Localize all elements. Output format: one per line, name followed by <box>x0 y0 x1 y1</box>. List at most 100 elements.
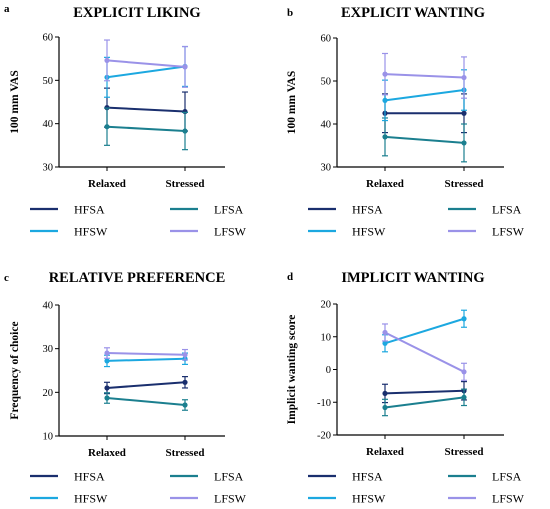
series-line <box>106 397 186 406</box>
y-tick-label: 50 <box>321 77 332 88</box>
data-point <box>382 97 388 103</box>
legend-label: LFSW <box>214 492 247 506</box>
y-tick-label: 10 <box>321 332 332 343</box>
data-point <box>382 390 388 397</box>
legend-label: LFSA <box>214 203 244 217</box>
data-point <box>382 134 388 140</box>
chart-panel-a: a EXPLICIT LIKING 100 mm VAS 30 40 50 60 Relaxe… <box>4 3 247 239</box>
legend-label: LFSA <box>214 470 244 484</box>
chart-title: EXPLICIT WANTING <box>341 5 485 21</box>
y-tick-label: -20 <box>317 431 331 442</box>
series-lfsw <box>382 323 467 381</box>
data-point <box>461 316 467 322</box>
series-line <box>106 125 186 133</box>
chart-title: EXPLICIT LIKING <box>73 5 200 21</box>
y-tick-label: 30 <box>321 163 332 174</box>
chart-title: IMPLICIT WANTING <box>341 270 484 286</box>
legend-label: LFSA <box>492 203 522 217</box>
series-line <box>384 389 465 395</box>
chart-panel-c: c RELATIVE PREFERENCE Frequency of choice 1… <box>4 270 247 506</box>
series-lfsw <box>104 39 188 88</box>
data-point <box>182 64 188 70</box>
chart-panel-b: b EXPLICIT WANTING 100 mm VAS 30 40 50 60 Relax… <box>286 5 525 239</box>
series-line <box>384 317 465 345</box>
legend-item-hfsa: HFSA <box>30 470 105 484</box>
legend-item-hfsa: HFSA <box>308 470 383 484</box>
data-point <box>382 404 388 411</box>
data-point <box>461 369 467 375</box>
data-point <box>382 71 388 77</box>
legend-label: HFSA <box>352 470 383 484</box>
series-line <box>106 381 186 389</box>
legend-item-lfsw: LFSW <box>170 225 247 239</box>
legend-item-lfsa: LFSA <box>448 470 522 484</box>
y-tick-label: 60 <box>321 34 332 45</box>
legend-item-hfsw: HFSW <box>308 225 386 239</box>
legend-item-lfsa: LFSA <box>170 470 244 484</box>
series-line <box>384 135 465 144</box>
data-point <box>182 379 188 385</box>
series-hfsa <box>104 87 188 132</box>
legend-label: HFSW <box>74 225 108 239</box>
data-point <box>382 340 388 346</box>
panel-letter: d <box>287 271 293 283</box>
y-tick-label: -10 <box>317 398 331 409</box>
series-hfsa <box>104 376 188 395</box>
data-point <box>461 110 467 116</box>
panel-letter: c <box>4 272 9 284</box>
legend-item-hfsa: HFSA <box>30 203 105 217</box>
x-tick-label: Stressed <box>166 447 205 459</box>
series-hfsw <box>104 45 188 98</box>
legend-item-lfsa: LFSA <box>448 203 522 217</box>
series-line <box>106 59 186 68</box>
y-tick-label: 60 <box>43 33 54 44</box>
legend-item-lfsw: LFSW <box>448 225 525 239</box>
data-point <box>104 350 110 356</box>
legend-item-hfsw: HFSW <box>30 492 108 506</box>
y-axis-label: Frequency of choice <box>9 321 21 419</box>
legend-label: LFSW <box>492 225 525 239</box>
series-line <box>106 357 186 362</box>
data-point <box>382 329 388 336</box>
y-tick-label: 40 <box>321 120 332 131</box>
x-tick-label: Relaxed <box>366 178 404 190</box>
y-tick-label: 20 <box>321 300 332 311</box>
legend-item-hfsw: HFSW <box>30 225 108 239</box>
x-tick-label: Stressed <box>445 178 484 190</box>
legend-label: HFSA <box>352 203 383 217</box>
legend-item-lfsw: LFSW <box>170 492 247 506</box>
x-tick-label: Relaxed <box>88 178 126 190</box>
data-point <box>104 57 110 64</box>
chart-title: RELATIVE PREFERENCE <box>49 270 226 286</box>
data-point <box>104 385 110 391</box>
data-point <box>182 128 188 134</box>
series-lfsw <box>382 52 467 99</box>
legend: HFSA LFSA HFSW LFSW <box>308 203 525 239</box>
data-point <box>182 402 188 408</box>
y-axis-label: Implicit wanting score <box>286 315 298 425</box>
series-lfsa <box>382 117 467 163</box>
legend: HFSA LFSA HFSW LFSW <box>308 470 525 506</box>
legend-label: HFSW <box>352 492 386 506</box>
data-point <box>104 395 110 401</box>
legend-item-lfsw: LFSW <box>448 492 525 506</box>
series-line <box>384 331 465 373</box>
data-point <box>182 352 188 358</box>
legend-item-lfsa: LFSA <box>170 203 244 217</box>
legend-item-hfsw: HFSW <box>308 492 386 506</box>
x-tick-label: Relaxed <box>366 446 404 458</box>
legend-label: HFSW <box>352 225 386 239</box>
series-lfsa <box>382 388 467 417</box>
series-line <box>384 89 465 102</box>
data-point <box>104 124 110 130</box>
y-tick-label: 50 <box>43 76 54 87</box>
legend-item-hfsa: HFSA <box>308 203 383 217</box>
legend-label: LFSA <box>492 470 522 484</box>
series-lfsa <box>104 107 188 151</box>
series-line <box>106 106 186 113</box>
x-tick-label: Relaxed <box>88 447 126 459</box>
y-tick-label: 40 <box>43 119 54 130</box>
series-line <box>106 65 186 79</box>
y-axis-label: 100 mm VAS <box>286 71 298 134</box>
